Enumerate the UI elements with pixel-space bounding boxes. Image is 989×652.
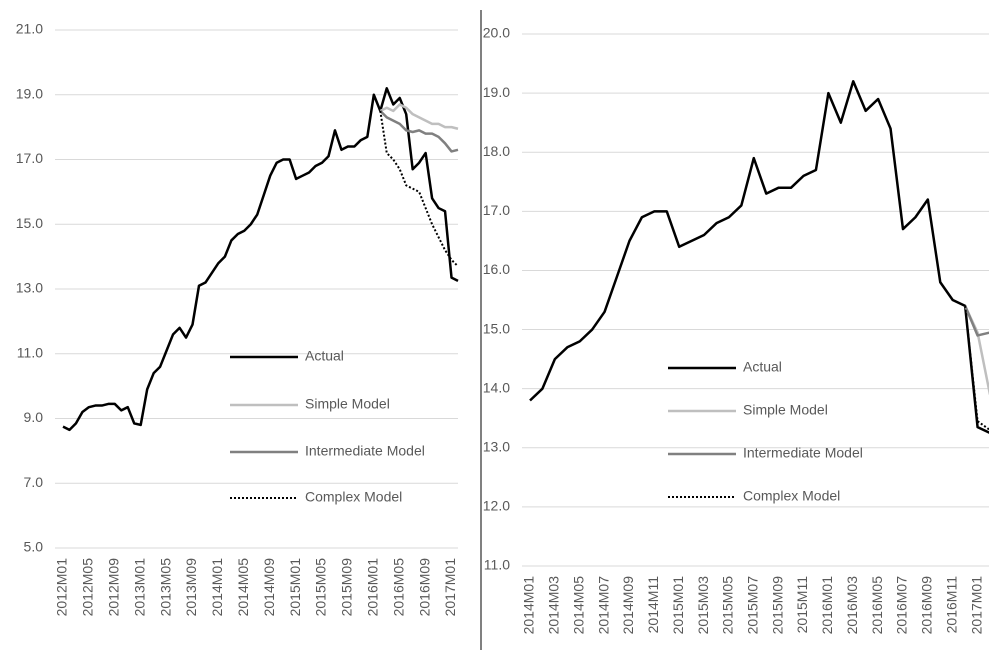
x-tick-label: 2016M03 [844, 576, 860, 635]
y-tick-label: 18.0 [483, 143, 510, 159]
x-tick-label: 2014M07 [595, 576, 611, 635]
series-line [379, 103, 459, 130]
x-tick-label: 2016M01 [365, 558, 381, 617]
x-tick-label: 2014M03 [546, 576, 562, 635]
x-tick-label: 2014M05 [570, 576, 586, 635]
x-tick-label: 2013M05 [157, 558, 173, 617]
y-tick-label: 13.0 [483, 438, 510, 454]
y-tick-label: 14.0 [483, 379, 510, 395]
x-tick-label: 2014M05 [235, 558, 251, 617]
x-tick-label: 2016M07 [894, 576, 910, 635]
x-tick-label: 2012M09 [106, 558, 122, 617]
series-line [379, 110, 459, 153]
x-tick-label: 2014M01 [209, 558, 225, 617]
legend-label: Intermediate Model [305, 443, 425, 459]
legend-label: Simple Model [305, 396, 390, 412]
y-tick-label: 15.0 [483, 320, 510, 336]
y-tick-label: 9.0 [24, 409, 44, 425]
x-tick-label: 2015M01 [287, 558, 303, 617]
legend-label: Complex Model [743, 488, 840, 504]
x-tick-label: 2015M09 [769, 576, 785, 635]
x-tick-label: 2016M01 [819, 576, 835, 635]
x-tick-label: 2014M11 [645, 576, 661, 634]
x-tick-label: 2012M01 [54, 558, 70, 617]
y-tick-label: 5.0 [24, 539, 44, 555]
y-tick-label: 11.0 [484, 557, 510, 573]
x-tick-label: 2015M05 [720, 576, 736, 635]
legend-label: Actual [743, 359, 782, 375]
series-line [62, 87, 459, 432]
x-tick-label: 2016M05 [390, 558, 406, 617]
x-tick-label: 2013M01 [131, 558, 147, 617]
x-tick-label: 2015M05 [313, 558, 329, 617]
y-tick-label: 17.0 [483, 202, 510, 218]
legend-label: Complex Model [305, 489, 402, 505]
y-tick-label: 19.0 [16, 85, 43, 101]
y-tick-label: 17.0 [16, 150, 43, 166]
x-tick-label: 2017M01 [442, 558, 458, 617]
legend-label: Actual [305, 348, 344, 364]
y-tick-label: 19.0 [483, 84, 510, 100]
x-tick-label: 2015M07 [744, 576, 760, 635]
x-tick-label: 2016M05 [869, 576, 885, 635]
series-line [379, 110, 459, 268]
y-tick-label: 20.0 [483, 25, 510, 41]
legend-label: Simple Model [743, 402, 828, 418]
x-tick-label: 2015M01 [670, 576, 686, 635]
x-tick-label: 2014M09 [620, 576, 636, 635]
y-tick-label: 7.0 [24, 474, 44, 490]
x-tick-label: 2016M11 [943, 576, 959, 634]
x-tick-label: 2015M03 [695, 576, 711, 635]
series-line [963, 305, 989, 337]
y-tick-label: 16.0 [483, 261, 510, 277]
y-tick-label: 15.0 [16, 215, 43, 231]
x-tick-label: 2015M11 [794, 576, 810, 634]
x-tick-label: 2017M01 [968, 576, 984, 635]
x-tick-label: 2013M09 [183, 558, 199, 617]
x-tick-label: 2014M01 [521, 576, 537, 635]
x-tick-label: 2016M09 [919, 576, 935, 635]
y-tick-label: 12.0 [483, 498, 510, 514]
series-line [529, 80, 989, 434]
y-tick-label: 21.0 [16, 21, 43, 37]
x-tick-label: 2014M09 [261, 558, 277, 617]
x-tick-label: 2015M09 [339, 558, 355, 617]
legend-label: Intermediate Model [743, 445, 863, 461]
y-tick-label: 11.0 [17, 344, 43, 360]
x-tick-label: 2012M05 [80, 558, 96, 617]
y-tick-label: 13.0 [16, 280, 43, 296]
x-tick-label: 2016M09 [416, 558, 432, 617]
